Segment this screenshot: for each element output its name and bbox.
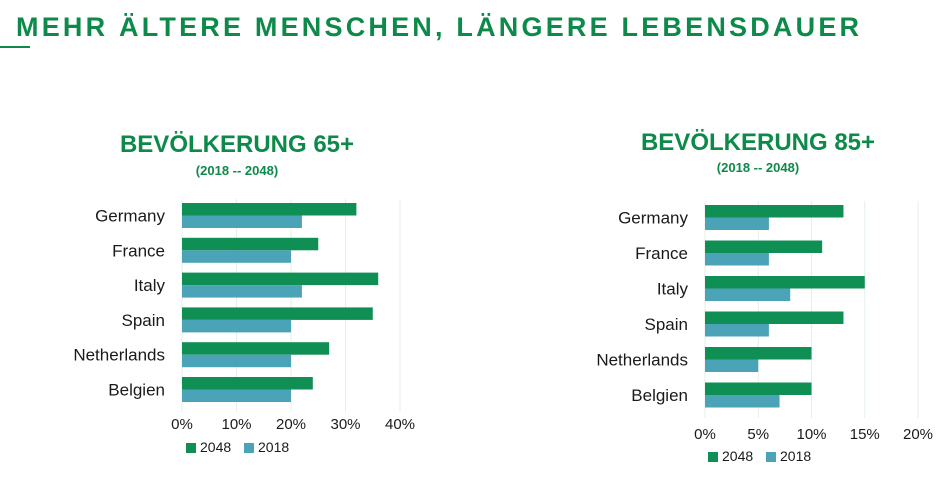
chart-1-x-tick-label: 20% (276, 416, 306, 433)
chart-1-category-label: Germany (95, 207, 165, 226)
chart-1-bar-2018 (182, 285, 302, 298)
chart-1-category-label: Netherlands (73, 346, 165, 365)
chart-2-bar-2048 (705, 382, 812, 395)
chart-1-bar-2048 (182, 272, 379, 286)
chart-2-x-tick-label: 15% (850, 426, 880, 443)
chart-2-bar-2018 (705, 324, 769, 337)
chart-2-bar-2018 (705, 395, 780, 408)
title-underline (0, 46, 30, 48)
chart-2-category-label: Belgien (631, 386, 688, 405)
chart-2-bar-2018 (705, 217, 769, 230)
chart-2-legend-swatch-2018 (766, 452, 776, 462)
chart-1-legend-swatch-2018 (244, 443, 254, 453)
chart-1-x-tick-label: 10% (221, 416, 251, 433)
chart-1-category-label: Belgien (108, 381, 165, 400)
chart-1-bar-2018 (182, 389, 291, 402)
page-title: MEHR ÄLTERE MENSCHEN, LÄNGERE LEBENSDAUE… (16, 12, 863, 42)
chart-2-bar-2018 (705, 288, 791, 301)
chart-2-x-tick-label: 10% (796, 426, 826, 443)
chart-1-bar-2048 (182, 237, 319, 251)
chart-2-x-tick-label: 0% (694, 426, 716, 443)
chart-2-bar-2048 (705, 240, 823, 253)
chart-1-category-label: Italy (134, 276, 166, 295)
chart-1-bar-2018 (182, 354, 291, 368)
chart-2-category-label: France (635, 244, 688, 263)
chart-2-bar-2048 (705, 205, 844, 218)
chart-2-legend-swatch-2048 (708, 452, 718, 462)
chart-1-legend-swatch-2048 (186, 443, 196, 453)
chart-1-bar-2048 (182, 307, 373, 320)
chart-2-category-label: Germany (618, 209, 688, 228)
chart-1-subtitle: (2018 -- 2048) (196, 163, 278, 178)
chart-2-x-tick-label: 20% (903, 426, 933, 443)
chart-2-bar-2018 (705, 253, 769, 266)
chart-2-category-label: Netherlands (596, 351, 688, 370)
chart-2-category-label: Italy (657, 280, 689, 299)
chart-1-category-label: Spain (122, 311, 165, 330)
chart-2-x-tick-label: 5% (747, 426, 769, 443)
chart-1-bar-2018 (182, 215, 302, 228)
chart-1-x-tick-label: 40% (385, 416, 415, 433)
chart-1-bar-2018 (182, 319, 291, 333)
chart-1-title: BEVÖLKERUNG 65+ (120, 131, 354, 158)
chart-1-bar-2048 (182, 342, 330, 355)
chart-1-category-label: France (112, 241, 165, 260)
chart-2-bar-2048 (705, 311, 844, 324)
chart-2-legend-label: 2018 (780, 448, 811, 464)
chart-2-category-label: Spain (645, 315, 688, 334)
chart-1-bar-2048 (182, 203, 357, 216)
chart-2-title: BEVÖLKERUNG 85+ (641, 129, 875, 156)
chart-1-x-tick-label: 30% (330, 416, 360, 433)
chart-1-bar-2048 (182, 377, 313, 390)
chart-2-bar-2018 (705, 359, 759, 372)
chart-1-x-tick-label: 0% (171, 416, 193, 433)
chart-2-bar-2048 (705, 276, 865, 289)
chart-2-legend-label: 2048 (722, 448, 753, 464)
chart-2-subtitle: (2018 -- 2048) (717, 160, 799, 175)
chart-1-bar-2018 (182, 250, 291, 263)
chart-1-legend-label: 2018 (258, 439, 289, 455)
chart-2-bar-2048 (705, 347, 812, 360)
chart-1-legend-label: 2048 (200, 439, 231, 455)
